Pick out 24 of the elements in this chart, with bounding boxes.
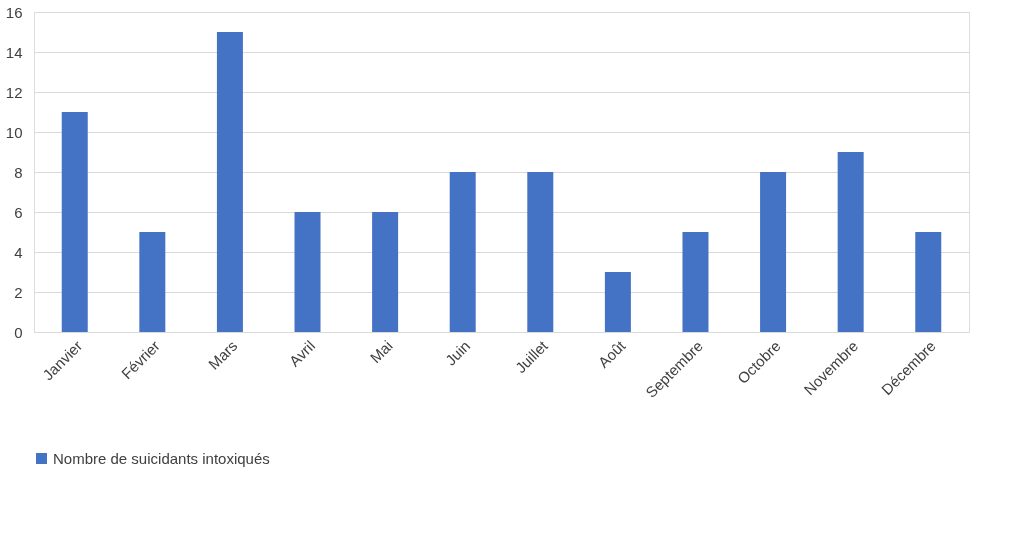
bar <box>294 212 321 332</box>
y-tick-label: 6 <box>14 203 23 221</box>
y-tick-label: 0 <box>14 323 23 341</box>
y-tick-label: 8 <box>14 163 23 181</box>
y-tick-label: 10 <box>5 123 23 141</box>
bar <box>527 172 554 332</box>
legend-label: Nombre de suicidants intoxiqués <box>53 449 270 467</box>
x-tick-label: Juin <box>441 337 474 369</box>
bar <box>139 232 166 332</box>
bar <box>760 172 787 332</box>
bar <box>216 32 243 332</box>
bar <box>61 112 88 332</box>
bar <box>372 212 399 332</box>
bar <box>604 272 631 332</box>
x-tick-label: Mai <box>366 337 396 367</box>
bar <box>837 152 864 332</box>
y-tick-label: 16 <box>5 3 23 21</box>
y-tick-label: 14 <box>5 43 23 61</box>
bar <box>915 232 942 332</box>
y-tick-label: 12 <box>5 83 23 101</box>
bar <box>449 172 476 332</box>
y-tick-label: 2 <box>14 283 23 301</box>
bar <box>682 232 709 332</box>
y-tick-label: 4 <box>14 243 23 261</box>
